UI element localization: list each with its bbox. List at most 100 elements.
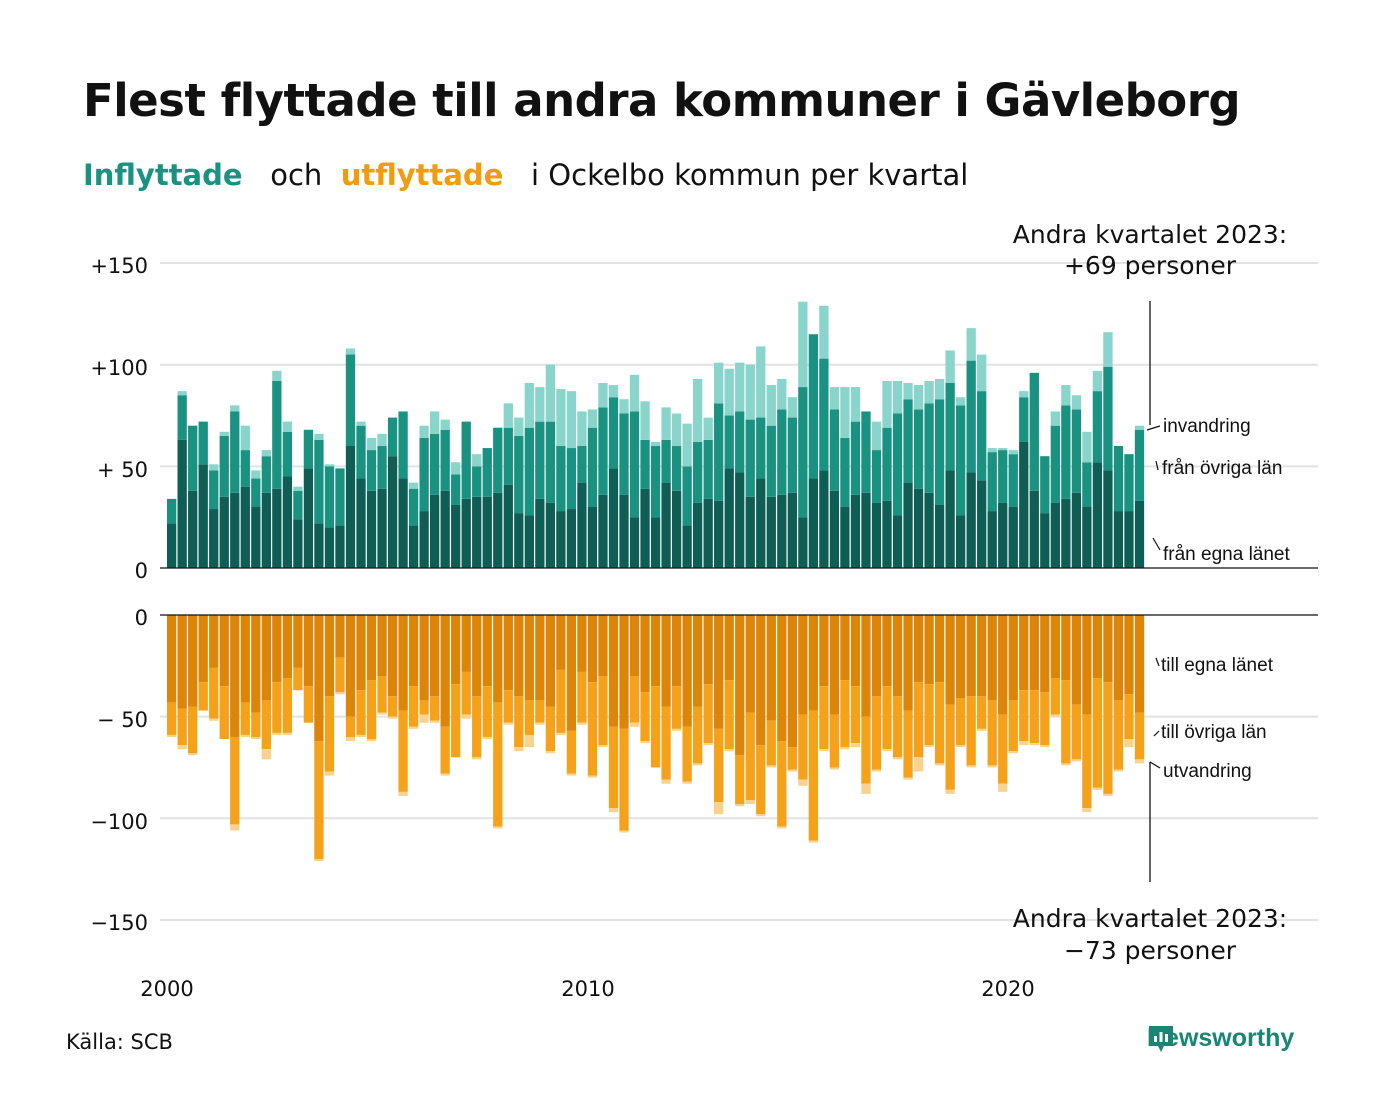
bar-to-other (819, 686, 829, 750)
bar-immigration (419, 425, 429, 438)
bar-from-own (629, 517, 640, 568)
bar-emigration (640, 741, 650, 744)
bar-to-own (177, 615, 187, 709)
bar-to-own (671, 615, 682, 687)
bar-immigration (640, 401, 650, 440)
bar-emigration (1061, 763, 1071, 766)
bar-from-own (398, 478, 408, 568)
bar-immigration (956, 397, 966, 406)
bar-to-own (619, 615, 629, 729)
bar-immigration (1082, 431, 1092, 463)
bar-emigration (629, 722, 640, 727)
bar-from-other (913, 409, 924, 489)
bar-to-own (566, 615, 577, 731)
bar-emigration (1103, 793, 1113, 796)
bar-emigration (829, 767, 840, 770)
bar-to-other (230, 736, 240, 825)
bar-to-other (556, 669, 566, 733)
bar-to-other (261, 700, 271, 750)
bar-from-own (598, 494, 608, 568)
bar-to-own (1008, 615, 1018, 701)
bar-emigration (850, 743, 861, 748)
bar-to-other (598, 675, 608, 746)
bar-to-own (861, 615, 871, 717)
bar-to-own (398, 615, 408, 711)
bar-to-other (924, 684, 934, 746)
bar-to-own (587, 615, 598, 683)
bar-from-own (1113, 511, 1124, 568)
newsworthy-brand[interactable]: Newsworthy (1147, 1024, 1294, 1053)
bar-from-other (272, 380, 282, 489)
bar-emigration (766, 765, 776, 768)
bar-to-own (377, 615, 387, 676)
bar-from-other (230, 411, 240, 493)
bar-to-own (514, 615, 524, 697)
bar-emigration (608, 808, 619, 813)
bar-to-other (419, 700, 429, 715)
bar-emigration (1019, 741, 1029, 746)
bar-emigration (671, 728, 682, 731)
bar-to-other (461, 671, 471, 715)
bar-from-own (314, 523, 324, 568)
bar-emigration (840, 747, 850, 750)
bar-from-own (703, 498, 713, 568)
bar-to-other (892, 696, 903, 758)
bar-from-other (1040, 456, 1050, 514)
bar-from-own (303, 468, 314, 568)
bar-from-other (829, 409, 840, 491)
bar-from-own (177, 439, 187, 568)
bar-immigration (724, 368, 734, 416)
bar-to-own (419, 615, 429, 701)
bar-to-other (345, 716, 356, 737)
bar-immigration (587, 409, 598, 428)
bar-to-own (1061, 615, 1071, 681)
bar-to-own (756, 615, 766, 746)
bar-to-other (850, 686, 861, 744)
bar-from-own (282, 476, 293, 568)
bar-to-own (1050, 615, 1060, 679)
bar-from-own (798, 517, 808, 568)
bar-to-other (1040, 692, 1050, 746)
axis-layer (160, 567, 1318, 616)
bar-to-own (598, 615, 608, 676)
bar-immigration (1071, 395, 1082, 410)
bar-immigration (451, 462, 461, 475)
bar-to-own (461, 615, 471, 672)
bar-from-own (556, 511, 566, 568)
bar-from-own (335, 525, 345, 568)
bar-from-other (735, 411, 745, 473)
bar-to-other (188, 706, 198, 754)
bar-to-other (693, 706, 703, 764)
bar-to-own (1040, 615, 1050, 693)
label-invandring: invandring (1163, 416, 1251, 437)
bar-to-other (430, 696, 440, 721)
bar-from-other (756, 417, 766, 479)
bar-to-other (913, 682, 924, 758)
bar-from-other (987, 452, 997, 512)
bar-from-other (598, 407, 608, 495)
bar-from-other (1061, 405, 1071, 499)
bar-from-other (1103, 366, 1113, 471)
bar-to-other (829, 714, 840, 768)
bar-emigration (945, 789, 955, 794)
bar-to-other (714, 728, 724, 803)
bar-from-other (419, 437, 429, 512)
bar-from-own (808, 478, 819, 568)
bar-immigration (850, 387, 861, 422)
bar-to-other (808, 710, 819, 841)
bar-to-other (608, 726, 619, 809)
bar-from-own (440, 490, 450, 568)
bar-emigration (1071, 759, 1082, 762)
bar-from-own (745, 496, 755, 569)
annotation-top-line1: Andra kvartalet 2023: (1013, 220, 1287, 249)
bar-emigration (167, 734, 177, 737)
bar-to-own (850, 615, 861, 687)
bar-to-other (745, 712, 755, 800)
bar-from-own (209, 509, 219, 568)
bar-to-other (324, 696, 335, 772)
bar-immigration (1008, 450, 1018, 455)
bar-to-other (977, 696, 987, 729)
bar-from-own (1071, 492, 1082, 568)
bar-from-own (240, 486, 250, 568)
bar-to-own (251, 615, 261, 713)
